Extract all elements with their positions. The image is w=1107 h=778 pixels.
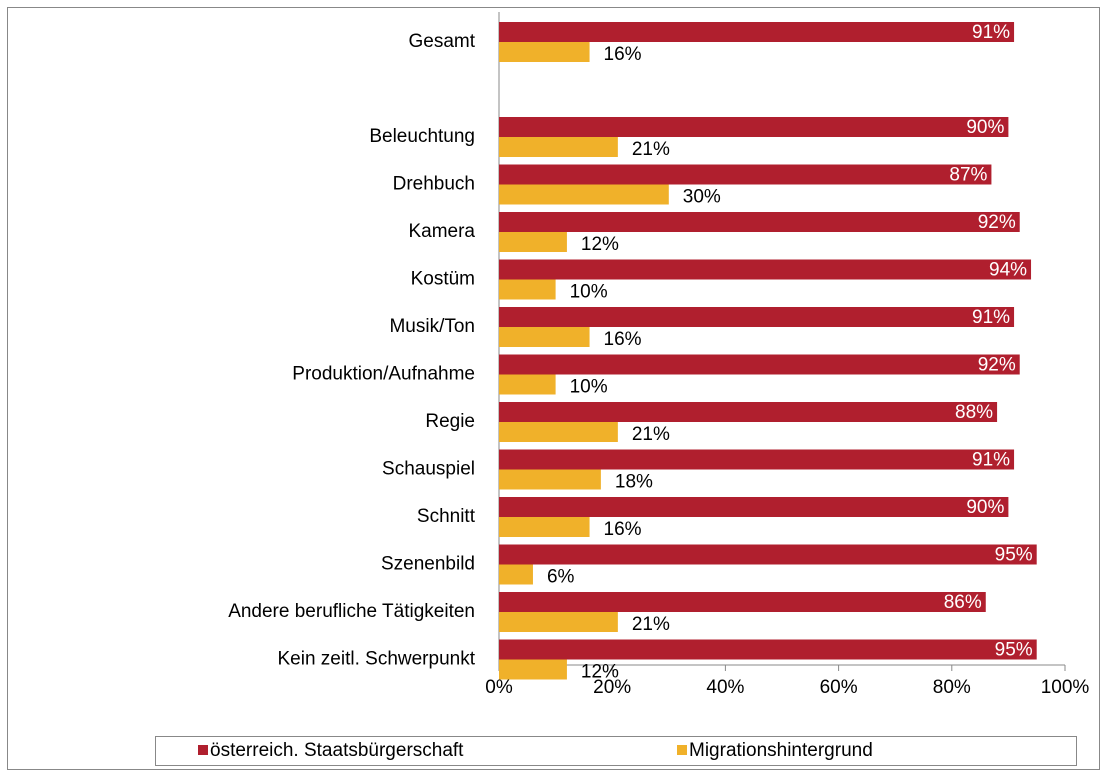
bar <box>499 117 1009 137</box>
bar <box>499 22 1015 42</box>
legend-label: Migrationshintergrund <box>689 740 873 761</box>
y-tick-label: Gesamt <box>408 31 475 52</box>
y-tick-label: Kamera <box>408 221 475 242</box>
data-label: 16% <box>604 519 642 540</box>
bar <box>499 564 533 585</box>
data-label: 91% <box>972 22 1010 43</box>
y-tick-label: Kostüm <box>411 269 475 290</box>
data-label: 10% <box>570 282 608 303</box>
bar <box>499 164 992 185</box>
data-label: 94% <box>989 260 1027 281</box>
bar <box>499 497 1009 517</box>
y-tick-label: Regie <box>425 411 475 432</box>
x-tick-label: 60% <box>820 677 858 698</box>
x-tick-label: 0% <box>485 677 513 698</box>
bar <box>499 449 1015 470</box>
x-tick-label: 20% <box>593 677 631 698</box>
data-label: 12% <box>581 662 619 683</box>
data-label: 92% <box>978 212 1016 233</box>
x-tick-label: 80% <box>933 677 971 698</box>
bar <box>499 212 1020 232</box>
data-label: 6% <box>547 567 575 588</box>
data-label: 16% <box>604 44 642 65</box>
data-label: 10% <box>570 377 608 398</box>
data-label: 18% <box>615 472 653 493</box>
bar <box>499 374 556 395</box>
legend-swatch <box>198 745 208 755</box>
data-label: 90% <box>966 117 1004 138</box>
y-tick-label: Produktion/Aufnahme <box>292 364 475 385</box>
data-label: 21% <box>632 614 670 635</box>
data-label: 21% <box>632 139 670 160</box>
bar <box>499 659 567 680</box>
bar <box>499 422 618 442</box>
data-label: 91% <box>972 307 1010 328</box>
data-label: 95% <box>995 640 1033 661</box>
legend-box <box>155 736 1077 766</box>
data-label: 88% <box>955 402 993 423</box>
legend-label: österreich. Staatsbürgerschaft <box>210 740 464 761</box>
data-label: 86% <box>944 592 982 613</box>
data-label: 92% <box>978 355 1016 376</box>
y-tick-label: Schnitt <box>417 506 476 527</box>
bar <box>499 592 986 612</box>
legend-swatch <box>677 745 687 755</box>
x-tick-label: 40% <box>706 677 744 698</box>
bar <box>499 279 556 300</box>
y-tick-label: Schauspiel <box>382 459 475 480</box>
y-tick-label: Andere berufliche Tätigkeiten <box>228 601 475 622</box>
data-label: 30% <box>683 187 721 208</box>
y-tick-label: Beleuchtung <box>369 126 475 147</box>
bar <box>499 232 567 252</box>
data-label: 90% <box>966 497 1004 518</box>
data-label: 16% <box>604 329 642 350</box>
bar <box>499 612 618 632</box>
y-tick-label: Szenenbild <box>381 554 475 575</box>
bar <box>499 544 1037 565</box>
data-label: 12% <box>581 234 619 255</box>
bar <box>499 137 618 157</box>
data-label: 91% <box>972 450 1010 471</box>
y-tick-label: Musik/Ton <box>389 316 475 337</box>
bar <box>499 517 590 537</box>
data-label: 21% <box>632 424 670 445</box>
bar <box>499 259 1032 280</box>
bar <box>499 639 1037 660</box>
data-label: 87% <box>949 165 987 186</box>
bar <box>499 184 669 205</box>
bar <box>499 42 590 62</box>
bar <box>499 402 998 422</box>
y-tick-label: Drehbuch <box>393 174 475 195</box>
data-label: 95% <box>995 545 1033 566</box>
bar <box>499 307 1015 327</box>
bar <box>499 469 601 490</box>
x-tick-label: 100% <box>1041 677 1090 698</box>
bar <box>499 354 1020 375</box>
bar <box>499 327 590 347</box>
y-tick-label: Kein zeitl. Schwerpunkt <box>278 649 476 670</box>
